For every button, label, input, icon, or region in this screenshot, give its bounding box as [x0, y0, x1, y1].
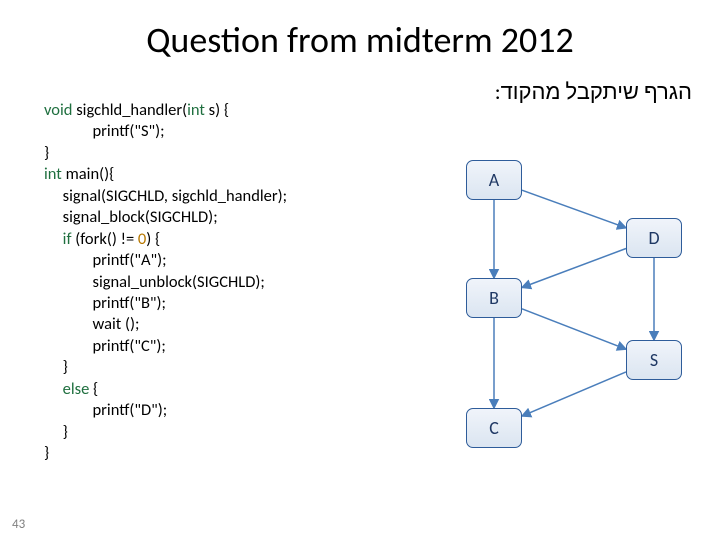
graph-diagram: A D B S C — [428, 160, 708, 500]
code-text: signal_block(SIGCHLD); — [44, 207, 218, 227]
graph-edge-b-s — [522, 309, 626, 349]
graph-node-a: A — [466, 160, 522, 200]
graph-edge-d-b — [522, 249, 626, 288]
page-title: Question from midterm 2012 — [0, 0, 720, 62]
kw-else: else — [63, 379, 90, 399]
code-text: printf("S"); — [44, 121, 165, 141]
graph-edge-s-c — [522, 372, 626, 416]
page-number: 43 — [12, 517, 25, 532]
code-text: } — [44, 143, 49, 163]
code-text: } — [44, 422, 68, 442]
code-text: wait (); — [44, 314, 139, 334]
code-text — [44, 229, 63, 249]
graph-node-c: C — [466, 408, 522, 448]
kw-int: int — [187, 100, 205, 120]
code-text: printf("D"); — [44, 400, 167, 420]
graph-node-d: D — [626, 218, 682, 258]
graph-edges — [428, 160, 708, 500]
code-text — [44, 379, 63, 399]
code-text: } — [44, 357, 68, 377]
code-text: printf("A"); — [44, 250, 167, 270]
code-text: } — [44, 443, 49, 463]
code-text: ) { — [146, 229, 160, 249]
code-text: signal(SIGCHLD, sigchld_handler); — [44, 186, 287, 206]
code-block: void sigchld_handler(int s) { printf("S"… — [44, 100, 287, 464]
code-text: (fork() != — [71, 229, 137, 249]
kw-void: void — [44, 100, 72, 120]
kw-int: int — [44, 164, 62, 184]
code-text: printf("C"); — [44, 336, 166, 356]
code-text: s) { — [205, 100, 229, 120]
code-text: { — [89, 379, 98, 399]
code-text: sigchld_handler( — [72, 100, 187, 120]
code-text: main(){ — [62, 164, 114, 184]
graph-subtitle: הגרף שיתקבל מהקוד: — [495, 78, 692, 105]
graph-node-s: S — [626, 340, 682, 380]
code-text: signal_unblock(SIGCHLD); — [44, 272, 265, 292]
graph-node-b: B — [466, 278, 522, 318]
code-text: printf("B"); — [44, 293, 166, 313]
graph-edge-a-d — [522, 190, 626, 228]
